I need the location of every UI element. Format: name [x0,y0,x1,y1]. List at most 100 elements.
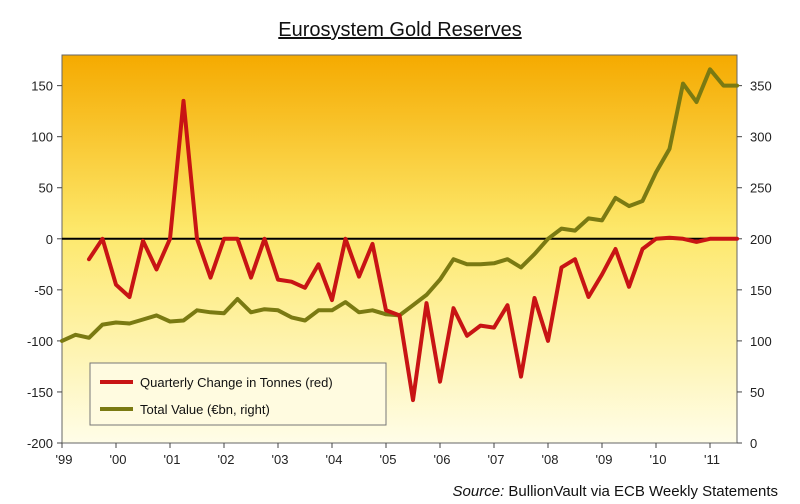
quarterly-change-point [694,240,699,244]
x-axis: '99 '00 '01 '02 '03 '04 '05 '06 '07 '08 '09 '10 '11 [56,443,720,467]
total-value-point [303,318,307,323]
quarterly-change-point [249,276,253,280]
source-label: Source: [453,483,505,500]
legend-label-quarterly-change: Quarterly Change in Tonnes (red) [140,375,333,390]
quarterly-change-point [397,313,402,317]
quarterly-change-point [181,99,186,103]
x-tick-label: '03 [272,452,289,467]
total-value-point [87,336,91,340]
left-tick-label: -150 [27,385,53,400]
right-tick-label: 250 [750,181,772,196]
total-value-point [613,196,618,200]
total-value-point [370,308,375,312]
x-tick-label: '09 [596,452,613,467]
total-value-point [154,313,159,317]
total-value-point [546,237,550,241]
total-value-point [316,308,321,312]
total-value-point [735,84,739,88]
quarterly-change-point [708,237,712,241]
total-value-point [573,229,577,233]
quarterly-change-point [492,326,496,330]
total-value-point [694,100,699,104]
total-value-point [600,218,604,222]
total-value-point [168,319,172,324]
quarterly-change-point [208,276,213,280]
x-tick-label: '02 [218,452,235,467]
source-note: Source: BullionVault via ECB Weekly Stat… [453,483,778,500]
total-value-point [127,321,132,326]
quarterly-change-point [546,339,550,343]
total-value-point [384,312,388,316]
quarterly-change-point [411,398,415,402]
quarterly-change-point [100,237,105,241]
quarterly-change-point [600,272,604,277]
x-tick-label: '08 [542,452,559,467]
quarterly-change-point [235,237,240,241]
x-tick-label: '05 [380,452,397,467]
left-tick-label: 0 [46,232,53,247]
total-value-point [708,67,712,71]
x-tick-label: '99 [56,452,73,467]
quarterly-change-point [613,247,618,251]
quarterly-change-point [627,285,631,289]
right-tick-label: 200 [750,232,772,247]
total-value-point [667,147,672,151]
quarterly-change-point [465,334,469,338]
left-tick-label: 100 [31,130,53,145]
series-layer [60,67,739,403]
quarterly-change-point [573,257,577,261]
quarterly-change-point [262,237,267,241]
quarterly-change-point [384,308,388,312]
quarterly-change-point [735,237,739,241]
total-value-point [276,308,280,312]
total-value-point [235,297,240,301]
quarterly-change-point [451,306,456,310]
quarterly-change-point [438,380,442,384]
total-value-point [586,216,591,220]
right-tick-label: 150 [750,283,772,298]
total-value-point [424,293,429,297]
total-value-point [262,307,267,311]
total-value-point [492,261,496,265]
right-tick-label: 50 [750,385,764,400]
total-value-point [330,308,334,312]
quarterly-change-point [168,237,172,241]
total-value-point [141,317,145,322]
total-value-point [559,227,564,231]
quarterly-change-point [667,236,672,240]
quarterly-change-point [141,239,145,243]
total-value-point [411,303,415,307]
total-value-point [532,252,537,256]
quarterly-change-point [370,242,375,246]
quarterly-change-point [586,295,591,299]
quarterly-change-point [114,283,118,287]
quarterly-change-point [559,265,564,269]
total-value-point [721,84,726,88]
total-value-point [289,315,294,319]
total-value-point [208,310,213,314]
quarterly-change-point [87,257,91,261]
x-tick-label: '04 [326,452,343,467]
total-value-point [505,257,510,261]
quarterly-change-point [681,237,685,241]
left-tick-label: -50 [34,283,53,298]
quarterly-change-point [654,237,658,241]
x-tick-label: '10 [650,452,667,467]
quarterly-change-point [505,303,510,307]
total-value-point [627,204,631,208]
total-value-point [100,323,105,327]
source-text: BullionVault via ECB Weekly Statements [504,483,778,500]
left-tick-label: 50 [39,181,53,196]
legend: Quarterly Change in Tonnes (red) Total V… [89,362,387,426]
total-value-point [478,262,483,266]
quarterly-change-point [357,275,361,279]
right-tick-label: 0 [750,436,757,451]
quarterly-change-point [478,324,483,328]
right-tick-label: 300 [750,130,772,145]
quarterly-change-point [303,286,307,290]
total-value-point [681,82,685,86]
legend-label-total-value: Total Value (€bn, right) [140,402,270,417]
total-value-point [654,170,658,174]
quarterly-change-point [721,237,726,241]
